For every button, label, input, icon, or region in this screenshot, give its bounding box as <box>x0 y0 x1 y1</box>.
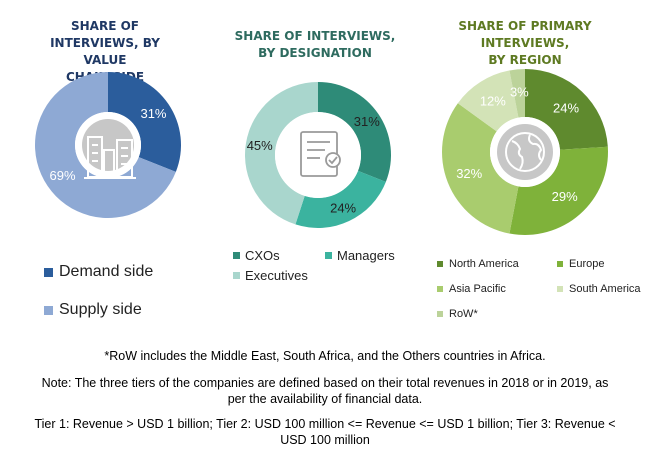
donut-slice-supply-side <box>35 72 176 218</box>
legend-swatch <box>233 252 240 259</box>
legend-label: Executives <box>245 268 308 283</box>
region-chart-title: SHARE OF PRIMARY INTERVIEWS, BY REGION <box>458 19 592 67</box>
legend-swatch <box>325 252 332 259</box>
designation-chart-title: SHARE OF INTERVIEWS, BY DESIGNATION <box>234 29 396 60</box>
legend-label: Europe <box>569 258 605 270</box>
tiers-note-line2: per the availability of financial data. <box>227 392 423 406</box>
legend-swatch <box>44 305 53 315</box>
legend-item-north-america: North America <box>437 258 519 270</box>
legend-label: Asia Pacific <box>449 283 506 295</box>
legend-swatch <box>437 311 443 317</box>
tier-definition-line1: Tier 1: Revenue > USD 1 billion; Tier 2:… <box>34 417 616 431</box>
legend-label: Supply side <box>59 301 142 318</box>
legend-label: CXOs <box>245 248 280 263</box>
legend-item-supply-side: Supply side <box>44 301 142 319</box>
legend-item-managers: Managers <box>325 248 395 263</box>
legend-item-cxos: CXOs <box>233 248 280 263</box>
legend-label: South America <box>569 283 641 295</box>
legend-swatch <box>437 286 443 292</box>
slice-value-label: 69% <box>49 168 75 183</box>
legend-swatch <box>437 261 443 267</box>
legend-swatch <box>557 261 563 267</box>
legend-label: North America <box>449 258 519 270</box>
legend-item-europe: Europe <box>557 258 604 270</box>
tiers-note-line1: Note: The three tiers of the companies a… <box>41 376 609 390</box>
row-footnote: *RoW includes the Middle East, South Afr… <box>104 349 546 363</box>
tier-definition-line2: USD 100 million <box>280 433 370 447</box>
donut-slice-demand-side <box>108 72 181 172</box>
icon-disc <box>82 119 134 171</box>
legend-label: Managers <box>337 248 395 263</box>
legend-item-row: RoW* <box>437 308 478 320</box>
legend-item-executives: Executives <box>233 268 308 283</box>
legend-swatch <box>44 267 53 277</box>
legend-swatch <box>557 286 563 292</box>
legend-item-south-america: South America <box>557 283 641 295</box>
legend-label: Demand side <box>59 263 154 280</box>
legend-item-demand-side: Demand side <box>44 263 153 281</box>
legend-swatch <box>233 272 240 279</box>
legend-label: RoW* <box>449 308 478 320</box>
legend-item-asia-pacific: Asia Pacific <box>437 283 506 295</box>
slice-value-label: 31% <box>140 106 166 121</box>
